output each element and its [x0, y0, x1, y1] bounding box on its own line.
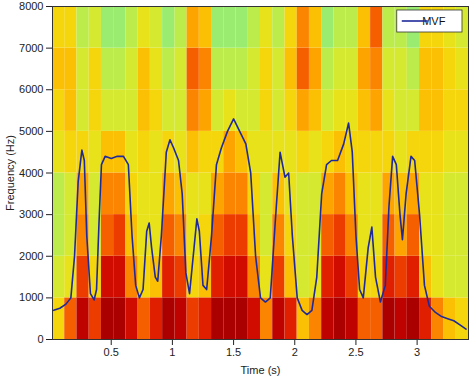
svg-text:1.5: 1.5: [226, 346, 241, 358]
svg-text:7000: 7000: [19, 42, 43, 54]
svg-text:8000: 8000: [19, 0, 43, 12]
svg-text:4000: 4000: [19, 167, 43, 179]
svg-text:2.5: 2.5: [348, 346, 363, 358]
svg-text:3000: 3000: [19, 208, 43, 220]
svg-text:1000: 1000: [19, 291, 43, 303]
svg-text:1: 1: [169, 346, 175, 358]
svg-text:0: 0: [37, 333, 43, 345]
svg-text:3: 3: [414, 346, 420, 358]
svg-text:0.5: 0.5: [104, 346, 119, 358]
svg-text:5000: 5000: [19, 125, 43, 137]
svg-text:2: 2: [292, 346, 298, 358]
svg-text:6000: 6000: [19, 83, 43, 95]
svg-text:2000: 2000: [19, 250, 43, 262]
svg-text:Frequency (Hz): Frequency (Hz): [4, 135, 16, 211]
svg-text:MVF: MVF: [422, 15, 446, 27]
svg-text:Time (s): Time (s): [241, 364, 281, 376]
